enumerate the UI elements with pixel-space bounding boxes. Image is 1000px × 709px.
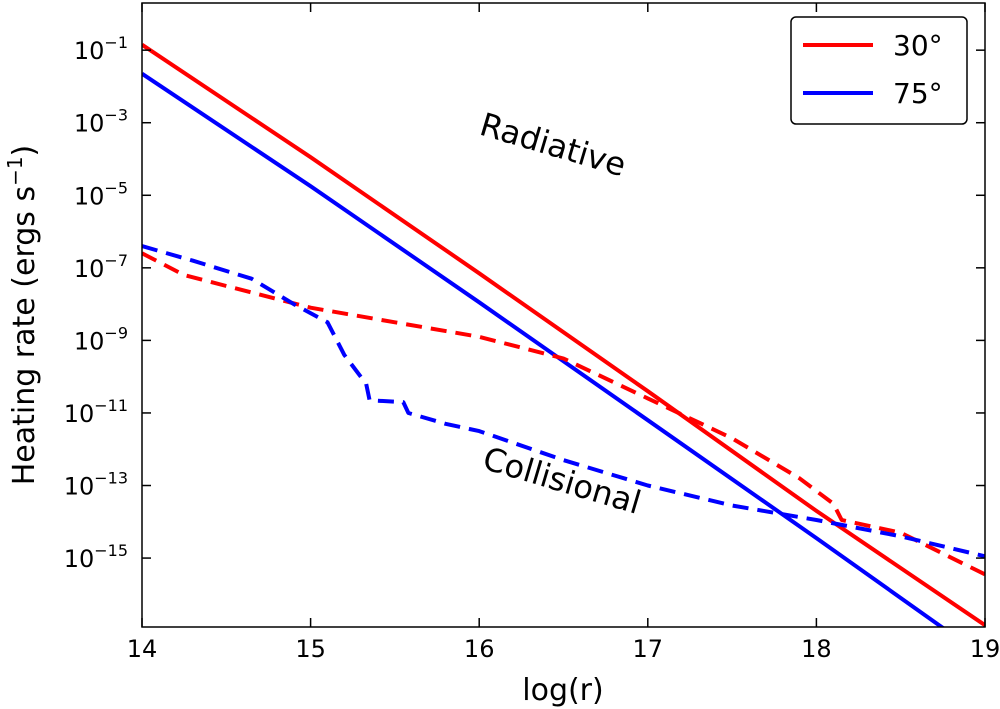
y-tick-label-2: 10−5 — [74, 178, 128, 210]
legend-label-75deg: 75° — [893, 77, 943, 110]
y-axis-title-main: Heating rate (ergs s — [7, 186, 42, 485]
y-tick-label-6: 10−13 — [64, 469, 128, 501]
series-group — [142, 43, 985, 627]
series-line-1 — [142, 72, 946, 627]
x-tick-label-2: 16 — [464, 635, 495, 663]
x-tick-label-0: 14 — [127, 635, 158, 663]
annotation-collisional: Collisional — [479, 439, 646, 522]
y-tick-label-1: 10−3 — [74, 106, 128, 138]
y-axis-title-sup: −1 — [3, 156, 27, 185]
y-axis-title-close: ) — [7, 145, 42, 157]
plot-frame — [141, 2, 986, 628]
x-tick-label-4: 18 — [801, 635, 832, 663]
annotation-radiative: Radiative — [476, 105, 631, 184]
series-line-0 — [142, 43, 985, 627]
series-layer — [142, 43, 985, 627]
x-tick-label-5: 19 — [970, 635, 1000, 663]
y-tick-label-5: 10−11 — [64, 396, 128, 428]
y-tick-label-3: 10−7 — [74, 251, 128, 283]
series-line-3 — [142, 244, 985, 559]
x-tick-label-3: 17 — [633, 635, 664, 663]
x-tick-label-1: 15 — [295, 635, 326, 663]
x-axis-title: log(r) — [522, 673, 603, 708]
y-tick-label-7: 10−15 — [64, 541, 128, 573]
legend: 30° 75° — [790, 16, 968, 125]
y-axis-title: Heating rate (ergs s−1) — [3, 145, 42, 486]
y-tick-label-0: 10−1 — [74, 33, 128, 65]
y-tick-label-4: 10−9 — [74, 323, 128, 355]
ticks-layer: 14 15 16 17 18 19 10−1 10−3 10−5 10−7 10−9 10−11 10−… — [64, 3, 1000, 663]
legend-label-30deg: 30° — [893, 29, 943, 62]
series-line-2 — [142, 251, 985, 577]
